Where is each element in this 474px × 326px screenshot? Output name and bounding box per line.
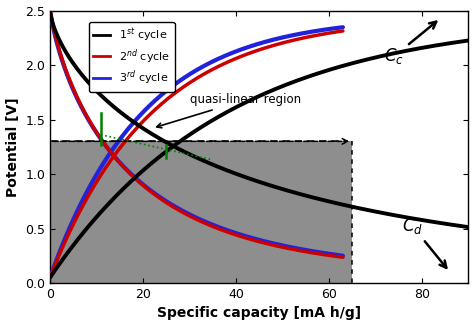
X-axis label: Specific capacity [mA h/g]: Specific capacity [mA h/g] <box>157 306 361 320</box>
Text: $C_d$: $C_d$ <box>402 216 447 268</box>
Bar <box>50 141 352 283</box>
Y-axis label: Potential [V]: Potential [V] <box>6 97 19 197</box>
Text: $C_c$: $C_c$ <box>384 22 436 66</box>
Text: quasi-linear region: quasi-linear region <box>157 94 301 128</box>
Legend: 1$^{st}$ cycle, 2$^{nd}$ cycle, 3$^{rd}$ cycle: 1$^{st}$ cycle, 2$^{nd}$ cycle, 3$^{rd}$… <box>89 22 174 92</box>
